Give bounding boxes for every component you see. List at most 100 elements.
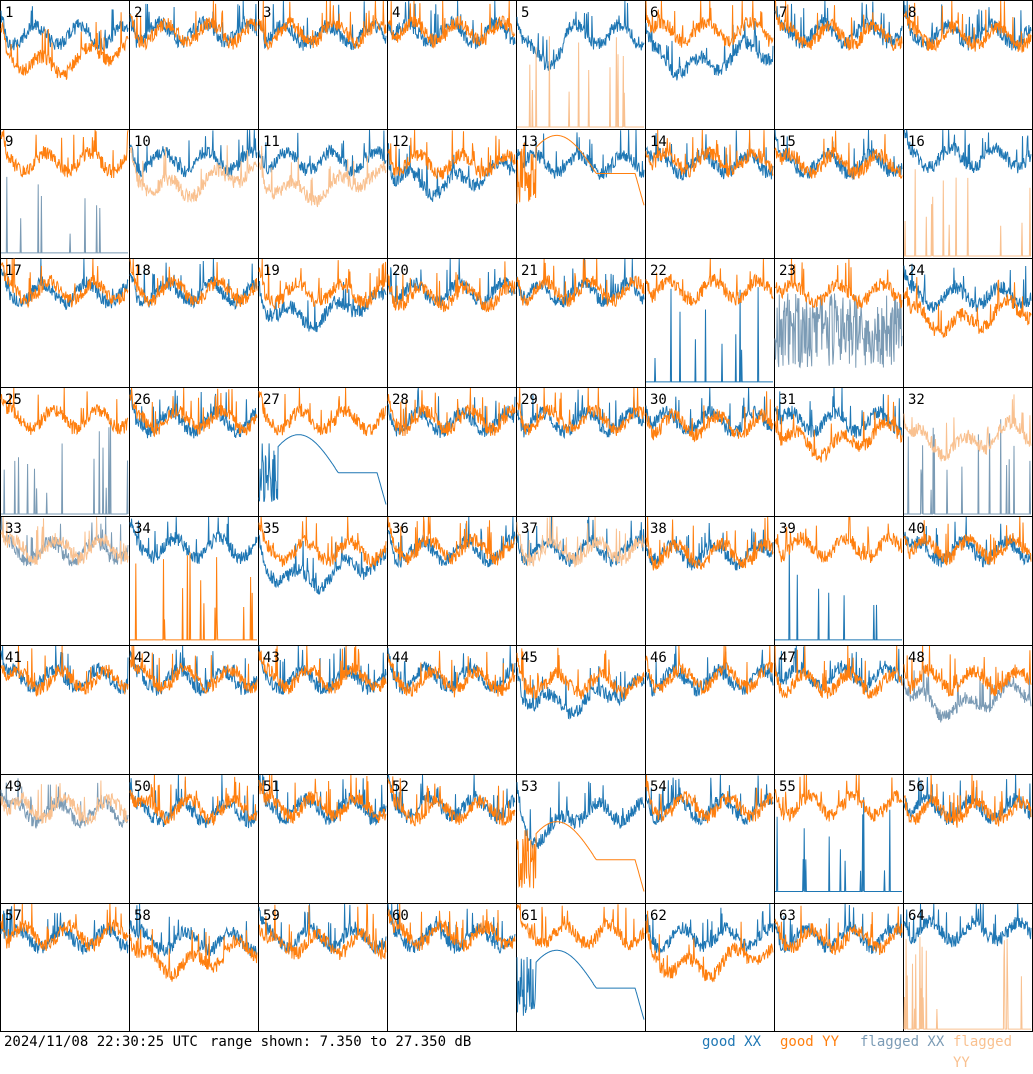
series-yy-panel-47 [774, 645, 903, 699]
panel-label: 24 [908, 263, 925, 279]
panel-label: 55 [779, 779, 796, 795]
series-yy-panel-5 [517, 36, 644, 128]
panel-label: 60 [392, 908, 409, 924]
series-xx-panel-10 [129, 129, 258, 178]
panel-17: 17 [0, 258, 130, 388]
panel-label: 38 [650, 521, 667, 537]
series-xx-panel-5 [516, 0, 645, 71]
series-xx-panel-22 [646, 287, 773, 383]
panel-34: 34 [129, 516, 259, 646]
series-xx-panel-15 [774, 129, 903, 181]
series-xx-panel-54 [645, 774, 774, 826]
panel-label: 23 [779, 263, 796, 279]
panel-label: 42 [134, 650, 151, 666]
panel-label: 19 [263, 263, 280, 279]
panel-40: 40 [903, 516, 1033, 646]
panel-27: 27 [258, 387, 388, 517]
panel-label: 6 [650, 5, 658, 21]
panel-47: 47 [774, 645, 904, 775]
panel-22: 22 [645, 258, 775, 388]
panel-label: 22 [650, 263, 667, 279]
series-yy-panel-44 [387, 650, 516, 698]
series-yy-panel-39 [774, 516, 903, 564]
series-yy-panel-10 [129, 145, 258, 203]
series-xx-panel-38 [645, 522, 774, 571]
series-yy-panel-8 [903, 0, 1032, 53]
series-yy-panel-50 [129, 774, 258, 827]
series-xx-panel-23 [774, 293, 903, 369]
series-yy-panel-59 [258, 903, 387, 961]
series-yy-panel-25 [0, 387, 129, 436]
series-yy-panel-22 [645, 258, 774, 306]
series-yy-panel-53 [516, 821, 645, 892]
series-xx-panel-64 [903, 903, 1032, 948]
panel-label: 35 [263, 521, 280, 537]
panel-label: 13 [521, 134, 538, 150]
series-xx-panel-51 [258, 774, 387, 826]
panel-label: 20 [392, 263, 409, 279]
panel-13: 13 [516, 129, 646, 259]
series-xx-panel-9 [1, 176, 128, 254]
panel-28: 28 [387, 387, 517, 517]
series-xx-panel-12 [387, 143, 516, 202]
panel-31: 31 [774, 387, 904, 517]
panel-7: 7 [774, 0, 904, 130]
panel-label: 34 [134, 521, 151, 537]
panel-53: 53 [516, 774, 646, 904]
panel-label: 53 [521, 779, 538, 795]
series-yy-panel-49 [0, 780, 129, 826]
series-xx-panel-31 [774, 387, 903, 439]
panel-30: 30 [645, 387, 775, 517]
panel-label: 41 [5, 650, 22, 666]
series-yy-panel-28 [387, 387, 516, 437]
series-yy-panel-24 [903, 277, 1032, 339]
series-xx-panel-1 [0, 6, 129, 51]
panel-label: 44 [392, 650, 409, 666]
panel-label: 56 [908, 779, 925, 795]
panel-45: 45 [516, 645, 646, 775]
series-yy-panel-42 [129, 645, 258, 694]
legend-good-xx: good XX [702, 1034, 762, 1050]
panel-37: 37 [516, 516, 646, 646]
panel-3: 3 [258, 0, 388, 130]
series-xx-panel-35 [258, 534, 387, 595]
series-yy-panel-60 [387, 903, 516, 952]
series-yy-panel-64 [903, 936, 1031, 1030]
panel-label: 37 [521, 521, 538, 537]
series-yy-panel-41 [0, 645, 129, 698]
panel-label: 46 [650, 650, 667, 666]
panel-25: 25 [0, 387, 130, 517]
series-xx-panel-4 [387, 0, 516, 50]
panel-label: 16 [908, 134, 925, 150]
panel-label: 52 [392, 779, 409, 795]
panel-label: 40 [908, 521, 925, 537]
panel-29: 29 [516, 387, 646, 517]
series-yy-panel-21 [516, 258, 645, 308]
panel-58: 58 [129, 903, 259, 1032]
series-xx-panel-60 [387, 903, 516, 954]
panel-label: 3 [263, 5, 271, 21]
series-yy-panel-17 [0, 258, 129, 309]
series-yy-panel-2 [129, 0, 258, 51]
panel-62: 62 [645, 903, 775, 1032]
panel-label: 58 [134, 908, 151, 924]
series-yy-panel-20 [387, 261, 516, 313]
series-xx-panel-49 [0, 778, 129, 829]
series-yy-panel-14 [645, 129, 774, 178]
panel-label: 29 [521, 392, 538, 408]
series-xx-panel-61 [516, 949, 645, 1020]
panel-5: 5 [516, 0, 646, 130]
panel-48: 48 [903, 645, 1033, 775]
panel-18: 18 [129, 258, 259, 388]
panel-8: 8 [903, 0, 1033, 130]
panel-59: 59 [258, 903, 388, 1032]
series-xx-panel-19 [258, 280, 387, 333]
panel-label: 7 [779, 5, 787, 21]
panel-label: 26 [134, 392, 151, 408]
panel-label: 9 [5, 134, 13, 150]
panel-32: 32 [903, 387, 1033, 517]
panel-42: 42 [129, 645, 259, 775]
legend-flagged-yy: flagged YY [953, 1034, 1013, 1071]
panel-38: 38 [645, 516, 775, 646]
status-footer: 2024/11/08 22:30:25 UTC range shown: 7.3… [0, 1032, 1033, 1071]
